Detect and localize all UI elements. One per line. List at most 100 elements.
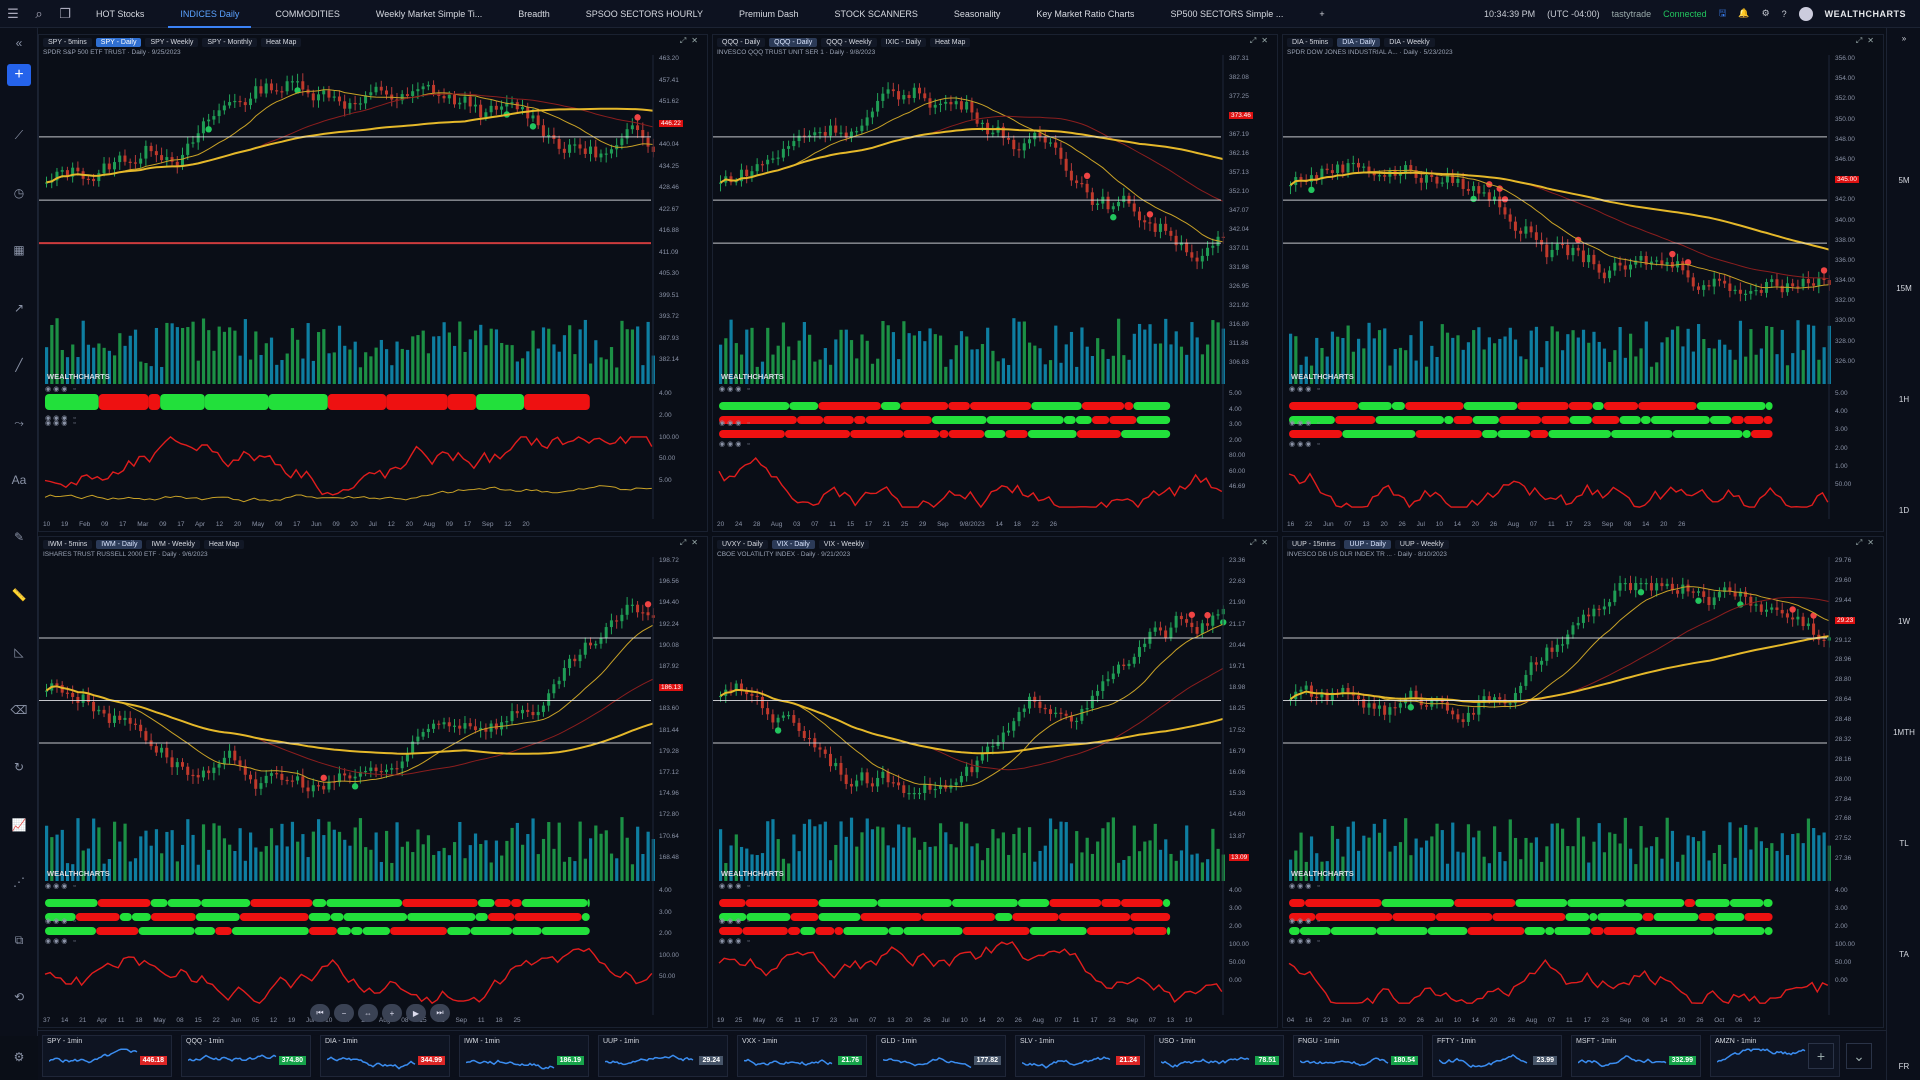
panel-tab[interactable]: SPY - Monthly <box>202 37 258 47</box>
zoom-out-icon[interactable]: − <box>334 1004 354 1022</box>
measure-icon[interactable]: ◺ <box>14 645 24 659</box>
panel-tab[interactable]: DIA - Weekly <box>1384 37 1435 47</box>
mini-chart-tile[interactable]: VXX - 1min 21.76 <box>737 1035 867 1077</box>
indicator-visibility-toggle-icon[interactable]: ◉◉◉ ▫ <box>45 420 78 427</box>
panel-tab[interactable]: Heat Map <box>930 37 971 47</box>
timeframe-ta[interactable]: TA <box>1899 950 1909 959</box>
chart-panel[interactable]: QQQ - Daily QQQ - Daily QQQ - Weekly IXIC -… <box>712 34 1278 532</box>
indicator-visibility-toggle-icon[interactable]: ◉◉◉ ▫ <box>45 938 78 945</box>
panel-tab[interactable]: QQQ - Daily <box>769 37 818 47</box>
panel-tab[interactable]: Heat Map <box>203 539 245 549</box>
timeframe-1d[interactable]: 1D <box>1898 506 1910 515</box>
pencil-line-icon[interactable]: ╱ <box>15 358 23 372</box>
clock-icon[interactable]: ◷ <box>13 186 25 200</box>
calendar-icon[interactable]: ▦ <box>13 243 25 257</box>
panel-window-controls-icon[interactable]: ⤢✕ <box>679 538 703 547</box>
indicator-visibility-toggle-icon[interactable]: ◉◉◉ ▫ <box>45 415 78 422</box>
mini-chart-tile[interactable]: SLV - 1min 21.24 <box>1015 1035 1145 1077</box>
mini-chart-tile[interactable]: UUP - 1min 29.24 <box>598 1035 728 1077</box>
gear-icon[interactable]: ⚙ <box>1761 8 1770 18</box>
workspace-tab[interactable]: INDICES Daily <box>162 0 257 28</box>
timeframe-1mth[interactable]: 1MTH <box>1893 728 1915 737</box>
workspace-tab[interactable]: SP500 SECTORS Simple ... <box>1170 8 1284 19</box>
text-icon[interactable]: Aa <box>11 473 27 487</box>
indicator-visibility-toggle-icon[interactable]: ◉◉◉ ▫ <box>45 883 78 890</box>
indicator-visibility-toggle-icon[interactable]: ◉◉◉ ▫ <box>719 420 752 427</box>
indicator-visibility-toggle-icon[interactable]: ◉◉◉ ▫ <box>719 938 752 945</box>
timeframe-fr[interactable]: FR <box>1898 1062 1910 1071</box>
path-icon[interactable]: ⤳ <box>14 415 24 430</box>
timeframe-1w[interactable]: 1W <box>1898 617 1910 626</box>
panel-tab[interactable]: UUP - Weekly <box>1394 539 1449 549</box>
expand-icon[interactable]: » <box>1901 34 1907 43</box>
collapse-icon[interactable]: « <box>15 36 23 50</box>
indicator-visibility-toggle-icon[interactable]: ◉◉◉ ▫ <box>719 918 752 925</box>
chart-panel[interactable]: UVXY - Daily VIX - Daily VIX - Weekly ⤢✕ CBO… <box>712 536 1278 1028</box>
rotate-icon[interactable]: ↻ <box>13 760 25 774</box>
chart-panel[interactable]: UUP - 15mins UUP - Daily UUP - Weekly ⤢✕ INV… <box>1282 536 1884 1028</box>
price-chart-svg[interactable] <box>713 537 1278 1028</box>
timeframe-1h[interactable]: 1H <box>1898 395 1910 404</box>
chart-panel[interactable]: DIA - 5mins DIA - Daily DIA - Weekly ⤢✕ SPDR… <box>1282 34 1884 532</box>
mini-chart-tile[interactable]: USO - 1min 78.51 <box>1154 1035 1284 1077</box>
ray-icon[interactable]: ↗ <box>13 301 25 315</box>
workspace-tab[interactable]: Premium Dash <box>738 8 799 19</box>
panel-window-controls-icon[interactable]: ⤢✕ <box>1249 538 1273 547</box>
indicator-visibility-toggle-icon[interactable]: ◉◉◉ ▫ <box>45 386 78 393</box>
chart-panel[interactable]: SPY - 5mins SPY - Daily SPY - Weekly SPY - … <box>38 34 708 532</box>
copy-icon[interactable]: ⧉ <box>14 932 24 947</box>
panel-tab[interactable]: VIX - Weekly <box>818 539 870 549</box>
indicator-visibility-toggle-icon[interactable]: ◉◉◉ ▫ <box>719 441 752 448</box>
zoom-in-icon[interactable]: + <box>382 1004 402 1022</box>
layout-icon[interactable]: ❐ <box>59 5 71 21</box>
eraser-icon[interactable]: ⌫ <box>10 703 28 717</box>
add-chart-button[interactable]: + <box>7 64 31 86</box>
price-chart-svg[interactable] <box>1283 35 1884 532</box>
zigzag-icon[interactable]: ⋰ <box>13 875 25 889</box>
timeframe-5m[interactable]: 5M <box>1898 176 1910 185</box>
chart-panel[interactable]: IWM - 5mins IWM - Daily IWM - Weekly Heat M… <box>38 536 708 1028</box>
indicator-visibility-toggle-icon[interactable]: ◉◉◉ ▫ <box>1289 441 1322 448</box>
add-tab-button[interactable]: + <box>1319 8 1325 19</box>
indicator-visibility-toggle-icon[interactable]: ◉◉◉ ▫ <box>1289 420 1322 427</box>
workspace-tab[interactable]: SPSOO SECTORS HOURLY <box>585 8 703 19</box>
indicator-visibility-toggle-icon[interactable]: ◉◉◉ ▫ <box>1289 386 1322 393</box>
timeframe-15m[interactable]: 15M <box>1896 284 1912 293</box>
panel-tab[interactable]: UUP - Daily <box>1344 539 1391 549</box>
panel-tab[interactable]: IWM - 5mins <box>43 539 93 549</box>
panel-window-controls-icon[interactable]: ⤢✕ <box>1855 538 1879 547</box>
panel-tab[interactable]: SPY - 5mins <box>43 37 92 47</box>
workspace-tab[interactable]: Seasonality <box>953 8 1001 19</box>
bell-icon[interactable]: 🔔 <box>1738 8 1750 18</box>
scroll-right-icon[interactable]: ▶ <box>406 1004 426 1022</box>
mini-chart-tile[interactable]: QQQ - 1min 374.80 <box>181 1035 311 1077</box>
panel-tab[interactable]: IXIC - Daily <box>880 37 927 47</box>
panel-tab[interactable]: SPY - Weekly <box>145 37 199 47</box>
panel-tab[interactable]: DIA - 5mins <box>1287 37 1334 47</box>
undo-icon[interactable]: ⟲ <box>13 990 25 1004</box>
panel-tab[interactable]: Heat Map <box>261 37 302 47</box>
mini-chart-tile[interactable]: MSFT - 1min 332.99 <box>1571 1035 1701 1077</box>
timeframe-tl[interactable]: TL <box>1899 839 1909 848</box>
indicator-visibility-toggle-icon[interactable]: ◉◉◉ ▫ <box>1289 883 1322 890</box>
panel-tab[interactable]: SPY - Daily <box>95 37 142 47</box>
price-chart-svg[interactable] <box>713 35 1278 532</box>
panel-tab[interactable]: IWM - Weekly <box>146 539 200 549</box>
mini-chart-tile[interactable]: FNGU - 1min 180.54 <box>1293 1035 1423 1077</box>
scroll-end-icon[interactable]: ⏭ <box>430 1004 450 1022</box>
workspace-tab[interactable]: HOT Stocks <box>96 8 145 19</box>
mini-chart-tile[interactable]: IWM - 1min 186.19 <box>459 1035 589 1077</box>
panel-window-controls-icon[interactable]: ⤢✕ <box>1249 36 1273 45</box>
workspace-tab[interactable]: Breadth <box>518 8 550 19</box>
settings-icon[interactable]: ⚙ <box>13 1050 25 1064</box>
mini-chart-tile[interactable]: FFTY - 1min 23.99 <box>1432 1035 1562 1077</box>
broker-name[interactable]: tastytrade <box>1611 8 1652 19</box>
scroll-start-icon[interactable]: ⏮ <box>310 1004 330 1022</box>
panel-tab[interactable]: VIX - Daily <box>771 539 815 549</box>
help-icon[interactable]: ? <box>1781 8 1787 19</box>
indicator-icon[interactable]: 📈 <box>11 818 27 832</box>
workspace-tab[interactable]: Key Market Ratio Charts <box>1036 8 1135 19</box>
indicator-visibility-toggle-icon[interactable]: ◉◉◉ ▫ <box>1289 938 1322 945</box>
price-chart-svg[interactable] <box>1283 537 1884 1028</box>
workspace-tab[interactable]: STOCK SCANNERS <box>834 8 918 19</box>
